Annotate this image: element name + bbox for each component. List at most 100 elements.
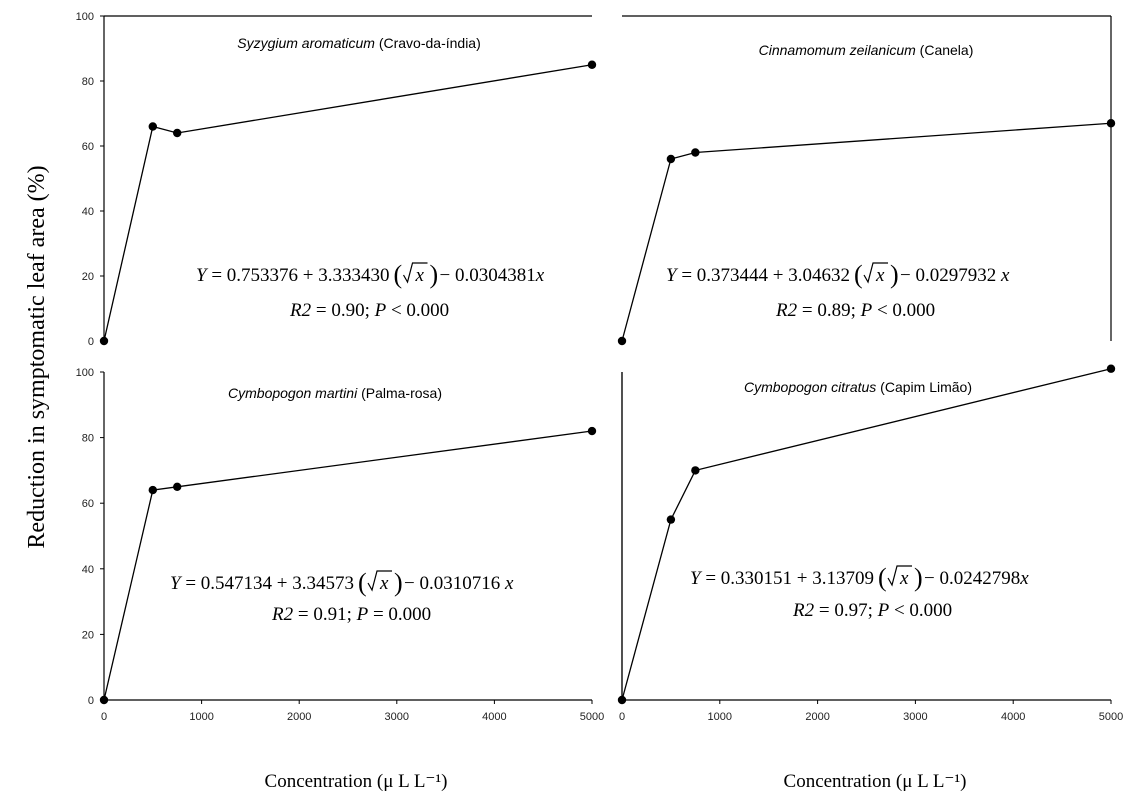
panel-title: Syzygium aromaticum (Cravo-da-índia) <box>237 35 481 51</box>
y-tick-label: 80 <box>82 433 94 445</box>
x-axis-title-left: Concentration (μ L L⁻¹) <box>265 771 448 792</box>
panel-title: Cinnamomum zeilanicum (Canela) <box>759 42 974 58</box>
data-point <box>1106 119 1116 128</box>
x-tick-label: 4000 <box>482 711 506 723</box>
left-paren: ( <box>394 260 403 289</box>
p-value: < 0.000 <box>386 300 449 321</box>
p-label: P <box>356 604 369 625</box>
common-name: (Palma-rosa) <box>357 385 442 401</box>
p-value: = 0.000 <box>368 604 431 625</box>
regression-stats: R2 = 0.97; P < 0.000 <box>792 600 952 621</box>
regression-equation: Y = 0.373444 + 3.04632 ( x) − 0.0297932 x <box>666 260 1010 289</box>
series-line <box>621 368 1112 701</box>
species-name: Syzygium aromaticum <box>237 35 375 51</box>
sqrt-radical <box>367 570 393 592</box>
equation-tail: − 0.0310716 x <box>404 573 514 594</box>
right-paren: ) <box>890 260 899 289</box>
equation-linear-var: x <box>1019 568 1029 589</box>
sqrt-radical <box>402 262 428 284</box>
chart-panel-4: 0 1000 2000 3000 4000 5000 Cymbopogon citratus… <box>617 364 1123 723</box>
y-tick-label: 100 <box>76 11 94 23</box>
data-point <box>617 695 627 705</box>
p-label: P <box>374 300 387 321</box>
data-point <box>148 485 157 495</box>
data-point <box>173 128 182 138</box>
data-point <box>99 695 109 705</box>
equation-tail: − 0.0304381x <box>440 265 545 286</box>
equation-linear-var: x <box>504 573 514 594</box>
equation-coefficients: = 0.373444 + 3.04632 <box>677 265 850 286</box>
data-point <box>666 154 676 164</box>
r2-value: = 0.89; <box>797 300 861 321</box>
equation-coefficients: = 0.753376 + 3.333430 <box>207 265 390 286</box>
data-point <box>587 426 597 436</box>
data-point <box>617 336 627 346</box>
panels: 0 20 40 60 80 100 Syzygium aromaticum (Cravo-d… <box>76 11 1124 723</box>
sqrt-var: x <box>379 573 389 594</box>
data-point <box>691 466 700 475</box>
y-tick-label: 60 <box>82 141 94 153</box>
sqrt-variable: x <box>899 568 909 589</box>
y-tick-label: 0 <box>88 695 94 707</box>
equation-lhs: Y <box>196 265 209 286</box>
common-name: (Capim Limão) <box>876 379 972 395</box>
x-tick-label: 1000 <box>189 711 213 723</box>
p-label: P <box>860 300 873 321</box>
sqrt-var: x <box>899 568 909 589</box>
regression-stats: R2 = 0.90; P < 0.000 <box>289 300 449 321</box>
y-tick-label: 80 <box>82 76 94 88</box>
sqrt-radical <box>863 262 889 284</box>
data-point <box>691 148 700 157</box>
p-value: < 0.000 <box>872 300 935 321</box>
y-tick-label: 40 <box>82 206 94 218</box>
data-point <box>148 122 157 131</box>
right-paren: ) <box>914 563 923 592</box>
chart-panel-2: Cinnamomum zeilanicum (Canela) Y = 0.3734… <box>617 15 1116 346</box>
p-value: < 0.000 <box>889 600 952 621</box>
x-tick-label: 3000 <box>903 711 927 723</box>
regression-equation: Y = 0.330151 + 3.13709(x) − 0.0242798x <box>690 563 1029 592</box>
y-tick-label: 40 <box>82 564 94 576</box>
sqrt-var: x <box>875 265 885 286</box>
x-tick-label: 2000 <box>805 711 829 723</box>
r2-label: R2 <box>792 600 815 621</box>
p-label: P <box>877 600 890 621</box>
regression-stats: R2 = 0.89; P < 0.000 <box>775 300 935 321</box>
species-name: Cymbopogon citratus <box>744 379 876 395</box>
y-tick-label: 20 <box>82 271 94 283</box>
equation-text: Y = 0.330151 + 3.13709 <box>690 568 874 589</box>
sqrt-var: x <box>415 265 425 286</box>
equation-coefficients: = 0.330151 + 3.13709 <box>701 568 874 589</box>
equation-linear-var: x <box>1000 265 1010 286</box>
equation-coefficients: = 0.547134 + 3.34573 <box>181 573 354 594</box>
right-paren: ) <box>430 260 439 289</box>
sqrt-variable: x <box>875 265 885 286</box>
left-paren: ( <box>358 568 367 597</box>
equation-text: Y = 0.373444 + 3.04632 <box>666 265 850 286</box>
series-line <box>103 430 593 701</box>
common-name: (Canela) <box>916 42 974 58</box>
x-tick-label: 1000 <box>708 711 732 723</box>
r2-value: = 0.97; <box>814 600 878 621</box>
x-tick-label: 5000 <box>580 711 604 723</box>
equation-linear-coef: − 0.0297932 <box>900 265 1001 286</box>
sqrt-radical <box>887 565 913 587</box>
x-tick-label: 4000 <box>1001 711 1025 723</box>
left-paren: ( <box>854 260 863 289</box>
y-tick-label: 60 <box>82 498 94 510</box>
equation-lhs: Y <box>666 265 679 286</box>
equation-lhs: Y <box>170 573 183 594</box>
common-name: (Cravo-da-índia) <box>375 35 481 51</box>
x-tick-label: 2000 <box>287 711 311 723</box>
data-point <box>587 60 597 69</box>
r2-label: R2 <box>289 300 312 321</box>
r2-value: = 0.90; <box>311 300 375 321</box>
r2-value: = 0.91; <box>293 604 357 625</box>
equation-text: Y = 0.753376 + 3.333430 <box>196 265 390 286</box>
species-name: Cymbopogon martini <box>228 385 358 401</box>
x-tick-label: 5000 <box>1099 711 1123 723</box>
y-axis-title: Reduction in symptomatic leaf area (%) <box>24 165 50 548</box>
left-paren: ( <box>878 563 887 592</box>
